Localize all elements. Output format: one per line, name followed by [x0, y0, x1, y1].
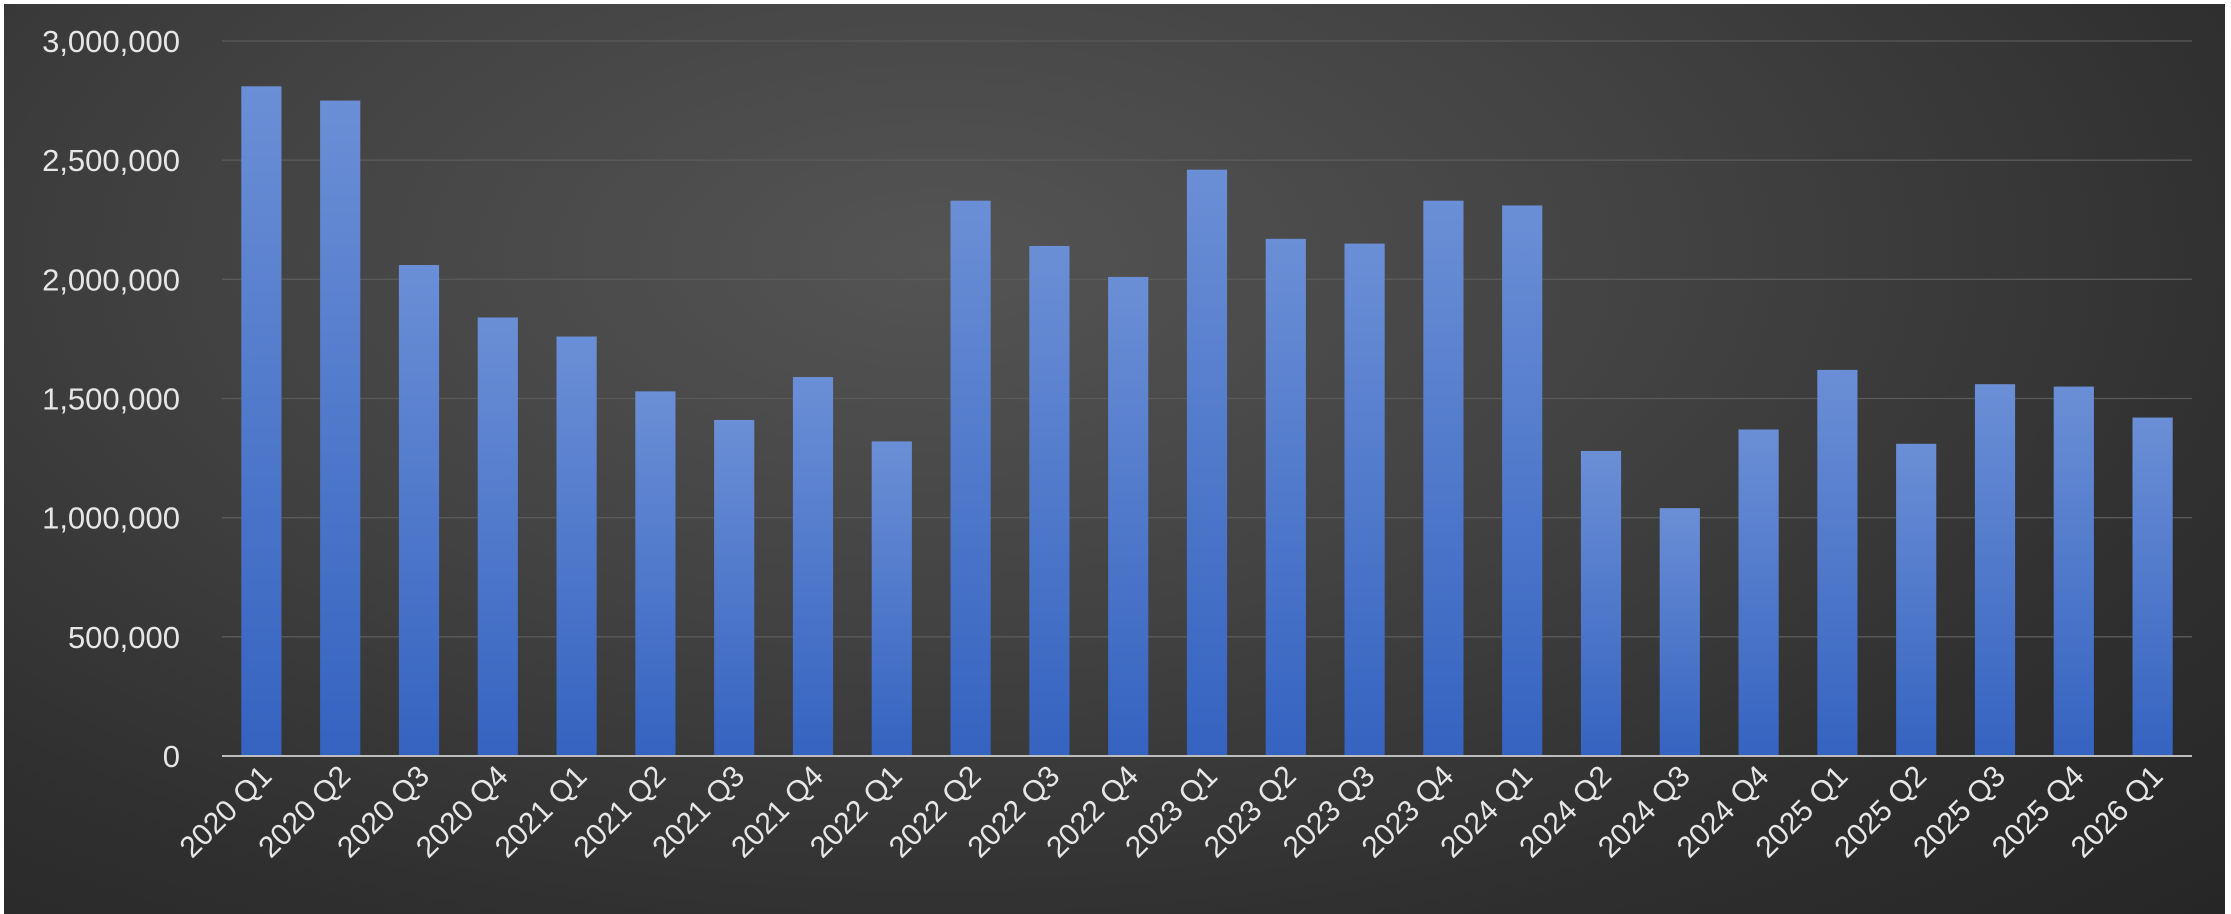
bar-2022-q1	[871, 441, 912, 756]
y-tick-label: 500,000	[68, 620, 180, 655]
bar-2024-q1	[1502, 205, 1543, 756]
bar-2021-q2	[635, 391, 676, 756]
bar-2026-q1	[2132, 417, 2173, 756]
bar-2025-q3	[1974, 384, 2016, 756]
bar-2023-q1	[1186, 169, 1228, 756]
bar-2022-q3	[1029, 245, 1070, 756]
bar-2025-q2	[1896, 443, 1937, 756]
y-tick-label: 2,500,000	[42, 143, 180, 178]
bar-2025-q1	[1817, 369, 1858, 756]
y-tick-label: 1,000,000	[42, 501, 180, 536]
bar-2020-q2	[320, 100, 361, 757]
bar-2023-q2	[1265, 238, 1306, 757]
bar-2025-q4	[2053, 386, 2094, 756]
y-tick-label: 0	[163, 739, 180, 774]
y-tick-label: 1,500,000	[42, 382, 180, 417]
y-tick-label: 3,000,000	[42, 24, 180, 59]
bar-2023-q3	[1344, 243, 1385, 757]
bar-2024-q3	[1659, 508, 1700, 756]
bars	[241, 86, 2173, 757]
y-tick-label: 2,000,000	[42, 262, 180, 297]
bar-2024-q4	[1738, 429, 1779, 756]
bar-2022-q4	[1108, 276, 1149, 756]
bar-2022-q2	[950, 200, 991, 756]
bar-2021-q1	[556, 336, 597, 756]
bar-2021-q4	[792, 377, 834, 756]
bar-2020-q3	[398, 265, 440, 756]
bar-2023-q4	[1423, 200, 1464, 756]
chart-area: 0 500,000 1,000,000 1,500,000 2,000,000 2,500…	[4, 4, 2225, 914]
y-axis-tick-labels: 0 500,000 1,000,000 1,500,000 2,000,000 2,500…	[42, 24, 180, 774]
bar-2021-q3	[714, 419, 755, 756]
bar-2020-q1	[241, 86, 282, 757]
bar-2020-q4	[477, 317, 518, 756]
bar-chart: 0 500,000 1,000,000 1,500,000 2,000,000 2,500…	[42, 24, 2192, 865]
bar-2024-q2	[1580, 450, 1622, 756]
